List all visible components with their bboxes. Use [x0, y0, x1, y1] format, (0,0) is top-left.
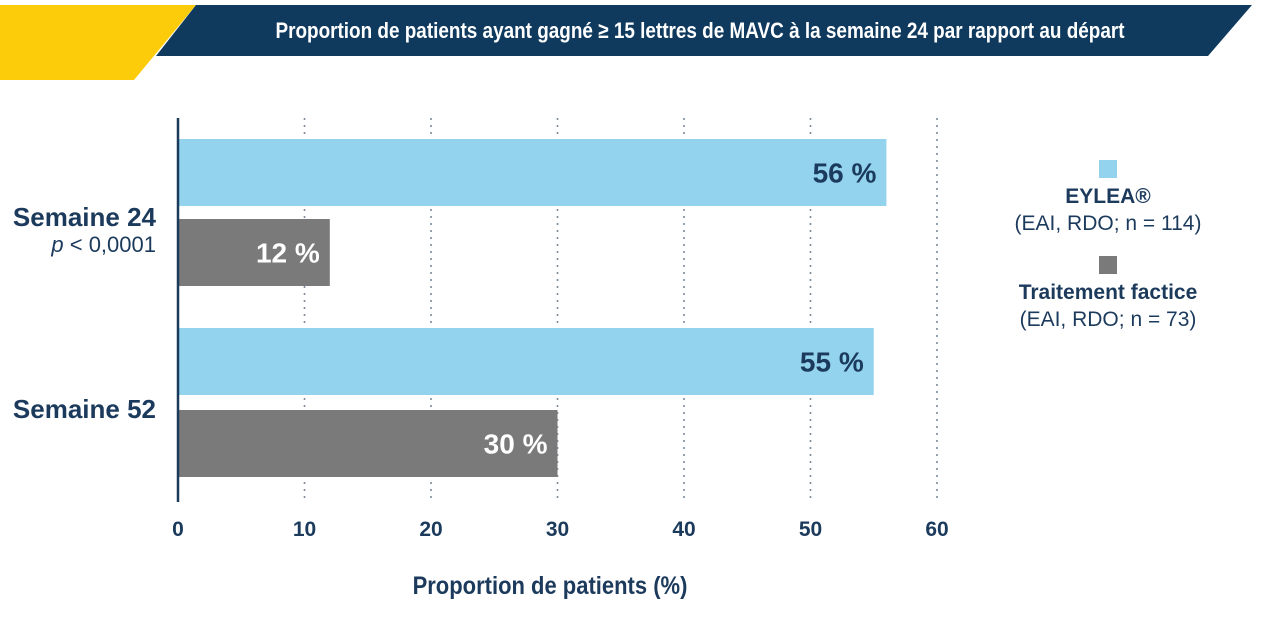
legend-item-sham: Traitement factice (EAI, RDO; n = 73): [968, 256, 1248, 334]
x-tick-label: 20: [419, 518, 442, 541]
header-band-shape: [156, 5, 1252, 56]
legend-sublabel-sham: (EAI, RDO; n = 73): [1019, 308, 1197, 331]
x-tick-label: 10: [293, 518, 316, 541]
bar: [178, 139, 887, 206]
category-note: p < 0,0001: [50, 232, 156, 257]
x-tick-label: 30: [546, 518, 569, 541]
legend-label-sham: Traitement factice: [1018, 281, 1198, 304]
x-tick-label: 50: [799, 518, 822, 541]
bar-value-label: 12 %: [256, 238, 320, 269]
header-title: Proportion de patients ayant gagné ≥ 15 …: [275, 18, 1125, 43]
bar-value-label: 30 %: [484, 429, 548, 460]
bar-layer: 56 % 12 % 55 % 30 %: [178, 139, 887, 477]
legend-label-eylea: EYLEA®: [1065, 185, 1151, 208]
x-tick-label: 60: [925, 518, 948, 541]
category-label: Semaine 52: [13, 394, 156, 424]
bar: [178, 219, 330, 286]
header-shapes: [0, 5, 1252, 80]
header-banner: Proportion de patients ayant gagné ≥ 15 …: [0, 0, 1262, 80]
bar: [178, 328, 874, 395]
legend-item-eylea: EYLEA® (EAI, RDO; n = 114): [968, 160, 1248, 238]
bar: [178, 410, 558, 477]
bar-value-label: 55 %: [800, 347, 864, 378]
header-accent-shape: [0, 5, 196, 80]
legend: EYLEA® (EAI, RDO; n = 114) Traitement fa…: [968, 160, 1248, 352]
x-tick-label: 0: [172, 518, 184, 541]
category-label: Semaine 24: [13, 202, 157, 232]
legend-sublabel-eylea: (EAI, RDO; n = 114): [1014, 212, 1202, 235]
axis-layer: 0 10 20 30 40 50 60: [172, 118, 949, 541]
x-tick-label: 40: [672, 518, 695, 541]
legend-swatch-eylea: [1099, 160, 1117, 178]
bar-value-label: 56 %: [813, 158, 877, 189]
category-label-layer: Semaine 24p < 0,0001 Semaine 52: [13, 202, 157, 424]
legend-swatch-sham: [1099, 256, 1117, 274]
x-axis-title: Proportion de patients (%): [413, 572, 688, 600]
